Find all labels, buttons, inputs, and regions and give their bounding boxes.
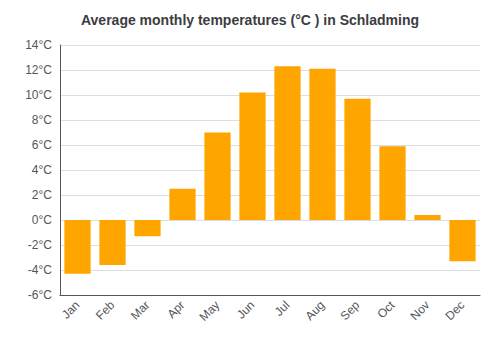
svg-text:10°C: 10°C xyxy=(25,88,52,102)
svg-text:Jan: Jan xyxy=(59,298,83,322)
svg-text:-4°C: -4°C xyxy=(28,263,52,277)
svg-text:12°C: 12°C xyxy=(25,63,52,77)
svg-text:14°C: 14°C xyxy=(25,38,52,52)
svg-text:Oct: Oct xyxy=(374,298,398,322)
svg-text:-2°C: -2°C xyxy=(28,238,52,252)
svg-text:Feb: Feb xyxy=(93,298,118,323)
svg-text:8°C: 8°C xyxy=(32,113,52,127)
svg-text:Sep: Sep xyxy=(337,298,362,323)
svg-text:0°C: 0°C xyxy=(32,213,52,227)
svg-text:Dec: Dec xyxy=(442,298,467,323)
svg-text:6°C: 6°C xyxy=(32,138,52,152)
svg-text:Jul: Jul xyxy=(272,298,293,319)
svg-text:Mar: Mar xyxy=(128,298,153,322)
svg-text:Aug: Aug xyxy=(302,298,327,323)
svg-text:Jun: Jun xyxy=(234,298,258,322)
svg-text:May: May xyxy=(197,298,223,324)
svg-text:Nov: Nov xyxy=(407,298,432,323)
svg-text:-6°C: -6°C xyxy=(28,288,52,302)
svg-text:Apr: Apr xyxy=(164,298,187,321)
svg-text:2°C: 2°C xyxy=(32,188,52,202)
svg-text:4°C: 4°C xyxy=(32,163,52,177)
svg-text:Average monthly temperatures (: Average monthly temperatures (°C ) in Sc… xyxy=(81,12,419,28)
